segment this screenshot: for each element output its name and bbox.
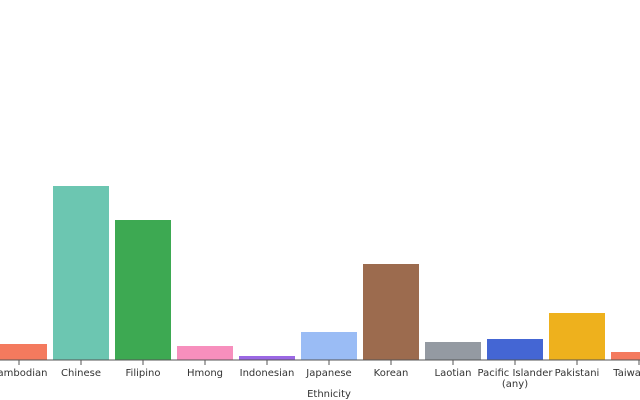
tick-label-hmong: Hmong <box>187 368 223 379</box>
bar-chinese <box>53 186 109 360</box>
tick-label-korean: Korean <box>374 368 409 379</box>
bar-indonesian <box>239 356 295 360</box>
bar-taiwanese <box>611 352 640 360</box>
tick-label-cambodian: Cambodian <box>0 368 47 379</box>
tick-label-japanese: Japanese <box>305 368 351 379</box>
tick-label-pakistani: Pakistani <box>555 368 600 379</box>
bar-laotian <box>425 342 481 360</box>
bar-japanese <box>301 332 357 360</box>
tick-label-chinese: Chinese <box>61 368 101 379</box>
bars-group <box>0 186 640 360</box>
bar-korean <box>363 264 419 360</box>
x-axis-title: Ethnicity <box>307 389 351 400</box>
tick-label-pacific-islander-any: Pacific Islander (any) <box>478 368 554 390</box>
x-tick-labels-group: Cambodian Chinese Filipino Hmong Indonesian J… <box>0 368 640 390</box>
tick-label-indonesian: Indonesian <box>240 368 295 379</box>
bar-pakistani <box>549 313 605 360</box>
tick-label-taiwanese: Taiwanese <box>612 368 640 379</box>
tick-label-filipino: Filipino <box>126 368 161 379</box>
x-ticks-group <box>18 360 640 365</box>
tick-label-laotian: Laotian <box>435 368 472 379</box>
bar-cambodian <box>0 344 47 360</box>
bar-hmong <box>177 346 233 360</box>
bar-pacific-islander-any <box>487 339 543 360</box>
bar-filipino <box>115 220 171 360</box>
